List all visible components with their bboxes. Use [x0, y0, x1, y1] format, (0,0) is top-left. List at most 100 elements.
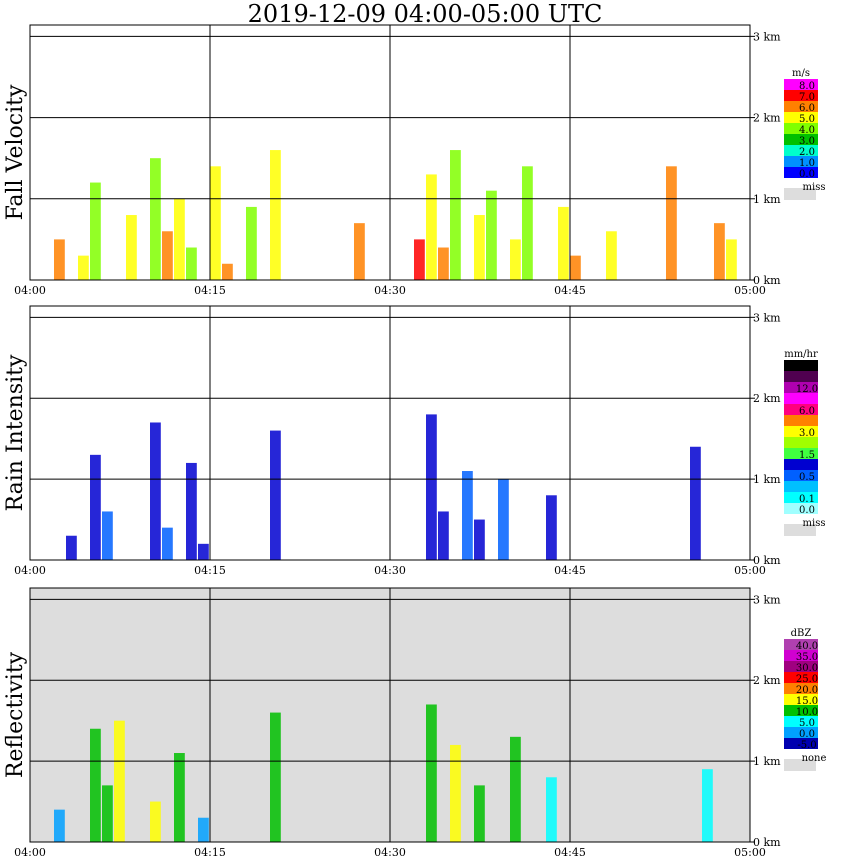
- legend-swatch: [784, 738, 818, 749]
- legend-swatch: [784, 404, 818, 415]
- data-cell: [246, 206, 257, 280]
- legend-swatch: [784, 145, 818, 156]
- plot-frame: [29, 24, 751, 281]
- legend-label: 1.0: [799, 158, 815, 169]
- legend-swatch: [784, 360, 818, 371]
- legend-swatch: [784, 156, 818, 167]
- y-tick-label: 1 km: [753, 473, 781, 486]
- legend-label: 1.5: [799, 450, 815, 461]
- data-cell: [354, 223, 365, 280]
- legend-label: 15.0: [796, 696, 818, 707]
- data-cell: [726, 239, 737, 280]
- legend-swatch: [784, 727, 818, 738]
- x-tick-label: 04:45: [554, 846, 586, 859]
- legend-swatch: [784, 415, 818, 426]
- legend-unit: mm/hr: [784, 349, 818, 360]
- y-tick-label: 2 km: [753, 112, 781, 125]
- legend-label: 6.0: [799, 103, 815, 114]
- data-cell: [102, 785, 113, 842]
- legend-swatch: [784, 459, 818, 470]
- legend-label: 12.0: [796, 384, 818, 395]
- data-cell: [462, 471, 473, 560]
- data-cell: [162, 231, 173, 280]
- x-tick-label: 04:00: [14, 846, 46, 859]
- legend-missing-label: miss: [803, 182, 826, 193]
- y-tick-label: 3 km: [753, 30, 781, 43]
- legend-label: 35.0: [796, 652, 818, 663]
- legend-missing-swatch: [784, 188, 816, 200]
- data-cell: [222, 263, 233, 280]
- data-cell: [414, 239, 425, 280]
- data-cell: [510, 736, 521, 842]
- panel-title: Rain Intensity: [3, 354, 28, 511]
- legend-label: 0.0: [799, 729, 815, 740]
- y-tick-label: 1 km: [753, 193, 781, 206]
- data-cell: [114, 720, 125, 842]
- data-cell: [174, 198, 185, 280]
- legend-label: 0.5: [799, 472, 815, 483]
- legend-swatch: [784, 503, 818, 514]
- data-cell: [498, 479, 509, 560]
- plot-frame: [29, 587, 751, 843]
- legend-swatch: [784, 134, 818, 145]
- data-cell: [486, 190, 497, 280]
- legend-label: 20.0: [796, 685, 818, 696]
- data-cell: [474, 785, 485, 842]
- legend-swatch: [784, 694, 818, 705]
- legend-label: 4.0: [799, 125, 815, 136]
- legend-swatch: [784, 481, 818, 492]
- data-cell: [90, 728, 101, 842]
- legend-swatch: [784, 112, 818, 123]
- legend-label: 0.0: [799, 505, 815, 516]
- data-cell: [450, 150, 461, 280]
- y-tick-label: 2 km: [753, 392, 781, 405]
- x-tick-label: 04:15: [194, 284, 226, 297]
- data-cell: [150, 801, 161, 842]
- x-tick-label: 04:00: [14, 284, 46, 297]
- data-cell: [78, 255, 89, 280]
- data-cell: [198, 817, 209, 842]
- legend-label: 3.0: [799, 136, 815, 147]
- data-cell: [714, 223, 725, 280]
- data-cell: [522, 166, 533, 280]
- data-cell: [210, 166, 221, 280]
- data-cell: [126, 215, 137, 280]
- legend-swatch: [784, 639, 818, 650]
- legend-label: 48.0: [796, 362, 818, 373]
- x-tick-label: 04:45: [554, 284, 586, 297]
- legend-swatch: [784, 393, 818, 404]
- y-tick-label: 2 km: [753, 674, 781, 687]
- data-cell: [54, 239, 65, 280]
- data-cell: [90, 182, 101, 280]
- data-cell: [270, 430, 281, 560]
- panel-2: 0 km 1 km 2 km 3 km 04:00 04:15 04:30 04:45 05:0…: [3, 587, 826, 859]
- y-tick-label: 0 km: [753, 836, 781, 849]
- y-tick-label: 0 km: [753, 274, 781, 287]
- y-tick-label: 3 km: [753, 311, 781, 324]
- legend-label: 40.0: [796, 641, 818, 652]
- data-cell: [426, 174, 437, 280]
- x-tick-label: 04:30: [374, 564, 406, 577]
- figure-title: 2019-12-09 04:00-05:00 UTC: [247, 0, 603, 28]
- legend-label: 25.0: [796, 674, 818, 685]
- legend-missing-swatch: [784, 524, 816, 536]
- legend-label: 5.0: [799, 114, 815, 125]
- x-tick-label: 04:45: [554, 564, 586, 577]
- legend-swatch: [784, 101, 818, 112]
- x-tick-label: 05:00: [734, 564, 766, 577]
- legend-unit: dBZ: [791, 628, 812, 639]
- panel-title: Reflectivity: [3, 651, 28, 778]
- data-cell: [150, 158, 161, 280]
- data-cell: [198, 543, 209, 560]
- panel-1: 0 km 1 km 2 km 3 km 04:00 04:15 04:30 04:45 05:0…: [3, 305, 825, 577]
- panel-title: Fall Velocity: [3, 84, 28, 220]
- legend-unit: m/s: [792, 68, 810, 79]
- data-cell: [570, 255, 581, 280]
- data-cell: [666, 166, 677, 280]
- y-tick-label: 1 km: [753, 755, 781, 768]
- x-tick-label: 04:00: [14, 564, 46, 577]
- legend-label: 2.0: [799, 147, 815, 158]
- x-tick-label: 04:15: [194, 846, 226, 859]
- legend-label: -5.0: [797, 740, 816, 751]
